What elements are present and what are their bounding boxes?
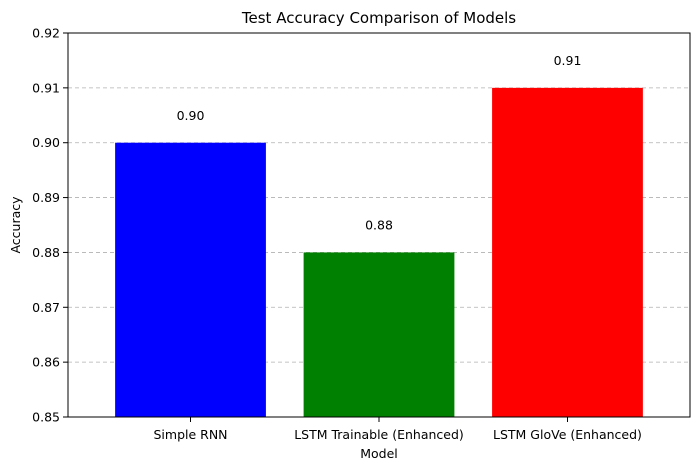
- bar-2: [303, 252, 455, 417]
- bar-1: [115, 142, 266, 417]
- y-tick-label: 0.90: [32, 135, 60, 150]
- x-tick-label: LSTM GloVe (Enhanced): [493, 427, 642, 442]
- y-tick-label: 0.85: [32, 410, 60, 425]
- x-axis-label: Model: [360, 446, 398, 461]
- y-tick-label: 0.87: [32, 300, 60, 315]
- x-tick-label: Simple RNN: [153, 427, 227, 442]
- bar-3: [492, 87, 643, 417]
- x-axis-ticks: Simple RNN LSTM Trainable (Enhanced) LSTM …: [153, 417, 642, 442]
- data-label: 0.91: [554, 53, 582, 68]
- data-labels: 0.90 0.88 0.91: [177, 53, 582, 233]
- chart-title: Test Accuracy Comparison of Models: [241, 9, 516, 27]
- data-label: 0.90: [177, 108, 205, 123]
- data-label: 0.88: [365, 218, 393, 233]
- plot-frame: [67, 32, 691, 418]
- y-axis-label: Accuracy: [8, 196, 23, 254]
- x-tick-label: LSTM Trainable (Enhanced): [294, 427, 464, 442]
- y-tick-label: 0.89: [32, 190, 60, 205]
- y-axis-ticks: 0.85 0.86 0.87 0.88 0.89 0.90 0.91 0.92: [32, 26, 68, 425]
- y-tick-label: 0.91: [32, 80, 60, 95]
- y-tick-label: 0.86: [32, 355, 60, 370]
- bars: [115, 87, 643, 417]
- y-tick-label: 0.88: [32, 245, 60, 260]
- y-tick-label: 0.92: [32, 26, 60, 41]
